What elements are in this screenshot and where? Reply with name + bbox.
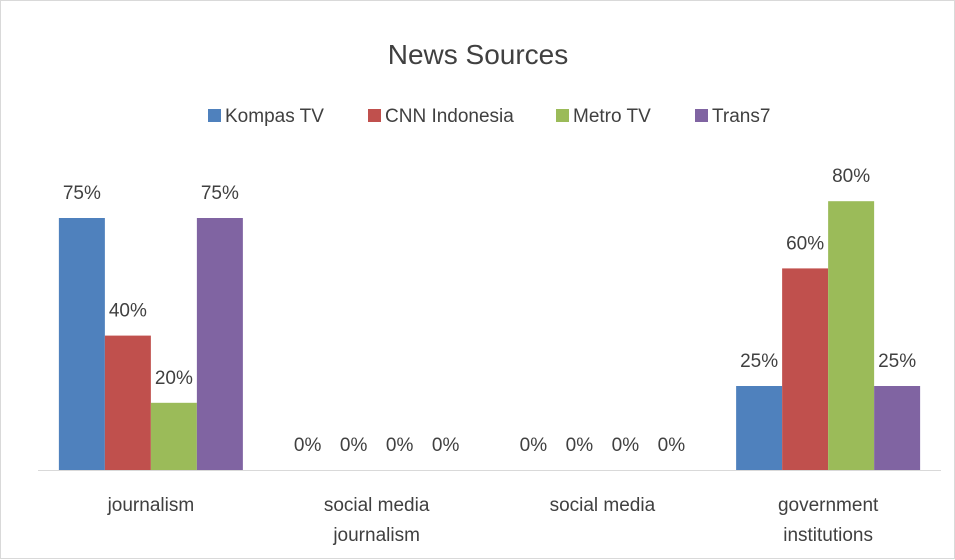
data-label: 0% [566,435,594,456]
legend-label-kompas-tv: Kompas TV [225,106,324,127]
data-label: 0% [386,435,414,456]
category-label: government [778,495,879,516]
data-label: 25% [878,351,916,372]
bars: 75% 40% 20% 75% 0% 0% 0% 0% 0% 0% 0% 0% 25% 60% 80% 25% [58,166,921,470]
legend: Kompas TV CNN Indonesia Metro TV Trans7 [208,106,770,127]
bar-metro-tv-journalism [150,402,197,470]
bar-trans7-journalism [196,218,243,470]
bar-kompas-tv-government-institutions [736,386,783,470]
bar-cnn-indonesia-government-institutions [782,268,829,470]
bar-metro-tv-government-institutions [828,201,875,470]
data-label: 60% [786,233,824,254]
chart-title: News Sources [388,39,569,70]
legend-label-metro-tv: Metro TV [573,106,651,127]
category-label: journalism [332,525,420,546]
category-label: social media [550,495,656,516]
category-label: journalism [107,495,195,516]
data-label: 0% [432,435,460,456]
data-label: 0% [612,435,640,456]
data-label: 40% [109,301,147,322]
data-label: 75% [201,183,239,204]
legend-swatch-kompas-tv [208,109,221,122]
data-label: 0% [658,435,686,456]
legend-swatch-metro-tv [556,109,569,122]
bar-kompas-tv-journalism [58,218,105,470]
category-label: institutions [783,525,873,546]
data-label: 25% [740,351,778,372]
data-label: 80% [832,166,870,187]
data-label: 0% [520,435,548,456]
data-label: 75% [63,183,101,204]
data-label: 20% [155,368,193,389]
bar-trans7-government-institutions [874,386,921,470]
data-label: 0% [294,435,322,456]
legend-swatch-trans7 [695,109,708,122]
bar-cnn-indonesia-journalism [104,335,151,470]
category-label: social media [324,495,430,516]
data-label: 0% [340,435,368,456]
legend-label-trans7: Trans7 [712,106,770,127]
legend-swatch-cnn-indonesia [368,109,381,122]
category-labels: journalism social media journalism social m… [107,495,879,546]
legend-label-cnn-indonesia: CNN Indonesia [385,106,514,127]
